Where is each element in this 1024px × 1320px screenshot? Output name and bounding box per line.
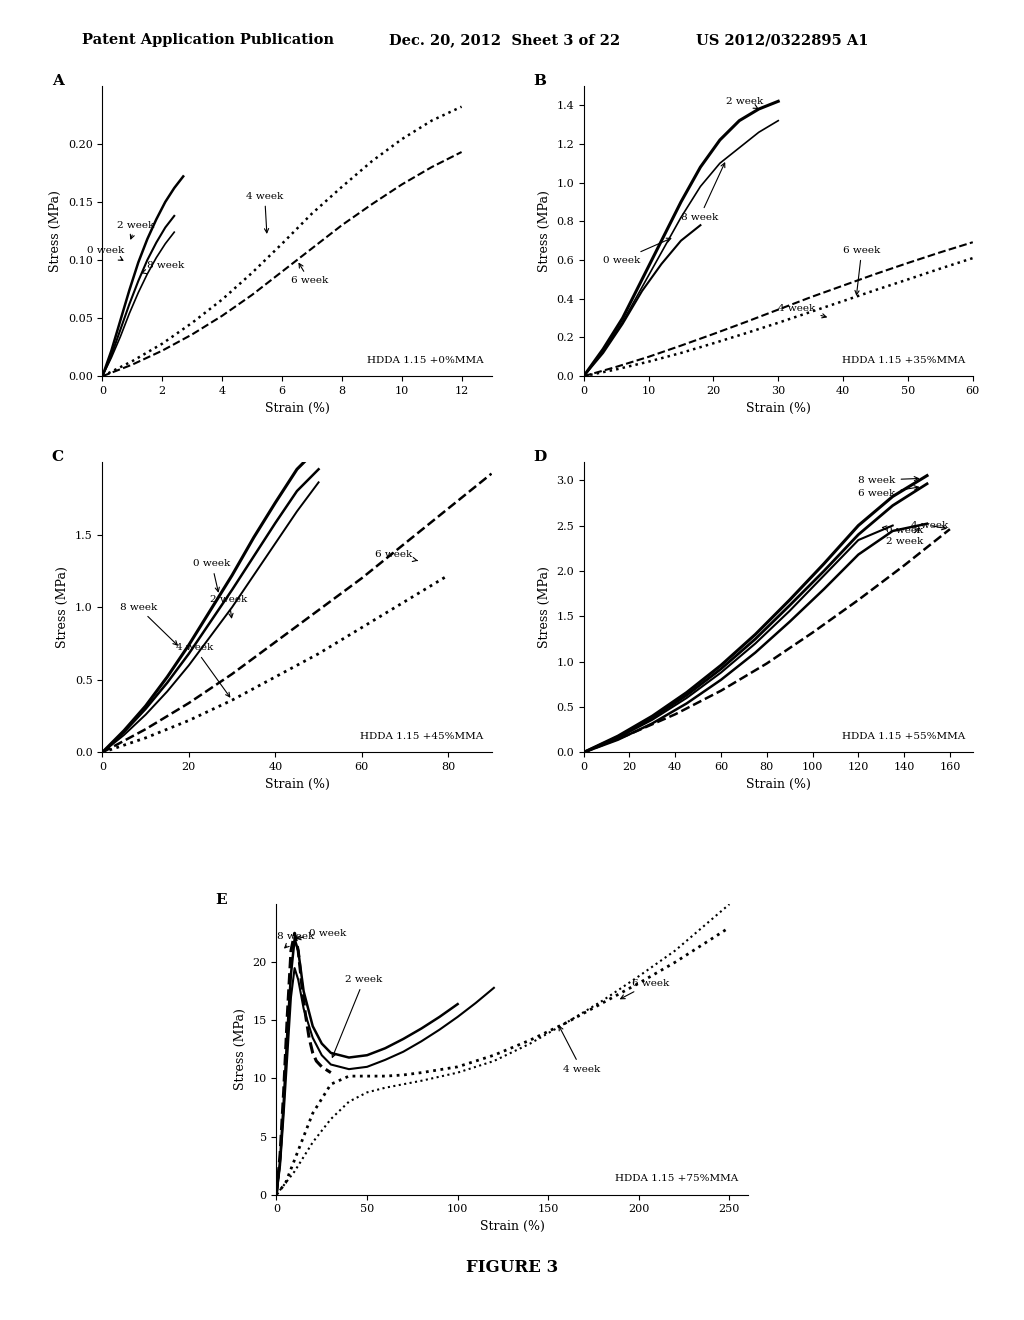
Text: HDDA 1.15 +55%MMA: HDDA 1.15 +55%MMA xyxy=(842,731,965,741)
Text: 4 week: 4 week xyxy=(778,304,826,318)
Y-axis label: Stress (MPa): Stress (MPa) xyxy=(233,1008,247,1090)
Text: A: A xyxy=(52,74,63,88)
Text: HDDA 1.15 +45%MMA: HDDA 1.15 +45%MMA xyxy=(360,731,483,741)
Text: FIGURE 3: FIGURE 3 xyxy=(466,1259,558,1275)
Text: HDDA 1.15 +35%MMA: HDDA 1.15 +35%MMA xyxy=(842,355,965,364)
X-axis label: Strain (%): Strain (%) xyxy=(745,777,811,791)
Text: 6 week: 6 week xyxy=(291,264,329,285)
Text: B: B xyxy=(534,74,546,88)
X-axis label: Strain (%): Strain (%) xyxy=(264,777,330,791)
Text: Dec. 20, 2012  Sheet 3 of 22: Dec. 20, 2012 Sheet 3 of 22 xyxy=(389,33,621,48)
Text: 8 week: 8 week xyxy=(141,261,184,273)
Text: E: E xyxy=(215,892,227,907)
Text: 2 week: 2 week xyxy=(332,975,383,1057)
Text: US 2012/0322895 A1: US 2012/0322895 A1 xyxy=(696,33,868,48)
Text: 6 week: 6 week xyxy=(858,486,919,498)
Text: 0 week: 0 week xyxy=(87,247,125,260)
Text: 6 week: 6 week xyxy=(621,978,669,999)
Y-axis label: Stress (MPa): Stress (MPa) xyxy=(538,190,551,272)
Text: 0 week: 0 week xyxy=(297,929,346,940)
Text: 4 week: 4 week xyxy=(559,1026,600,1073)
Text: 4 week: 4 week xyxy=(911,521,948,531)
Y-axis label: Stress (MPa): Stress (MPa) xyxy=(538,566,551,648)
Text: 6 week: 6 week xyxy=(375,550,418,561)
Text: 0 week: 0 week xyxy=(883,525,923,535)
X-axis label: Strain (%): Strain (%) xyxy=(479,1220,545,1233)
Text: 4 week: 4 week xyxy=(246,191,284,232)
X-axis label: Strain (%): Strain (%) xyxy=(264,401,330,414)
X-axis label: Strain (%): Strain (%) xyxy=(745,401,811,414)
Text: C: C xyxy=(52,450,63,465)
Text: 2 week: 2 week xyxy=(886,528,923,546)
Y-axis label: Stress (MPa): Stress (MPa) xyxy=(56,566,70,648)
Text: 2 week: 2 week xyxy=(211,595,248,618)
Text: 2 week: 2 week xyxy=(118,220,155,239)
Text: 8 week: 8 week xyxy=(278,932,314,948)
Text: Patent Application Publication: Patent Application Publication xyxy=(82,33,334,48)
Text: 8 week: 8 week xyxy=(858,475,919,484)
Text: 0 week: 0 week xyxy=(603,238,671,264)
Text: HDDA 1.15 +0%MMA: HDDA 1.15 +0%MMA xyxy=(368,355,483,364)
Text: HDDA 1.15 +75%MMA: HDDA 1.15 +75%MMA xyxy=(614,1173,738,1183)
Text: 6 week: 6 week xyxy=(843,246,881,294)
Text: 8 week: 8 week xyxy=(681,164,725,222)
Text: 4 week: 4 week xyxy=(176,643,229,697)
Text: 0 week: 0 week xyxy=(194,560,230,591)
Text: 8 week: 8 week xyxy=(120,603,177,645)
Text: D: D xyxy=(534,450,547,465)
Y-axis label: Stress (MPa): Stress (MPa) xyxy=(49,190,62,272)
Text: 2 week: 2 week xyxy=(726,96,764,108)
